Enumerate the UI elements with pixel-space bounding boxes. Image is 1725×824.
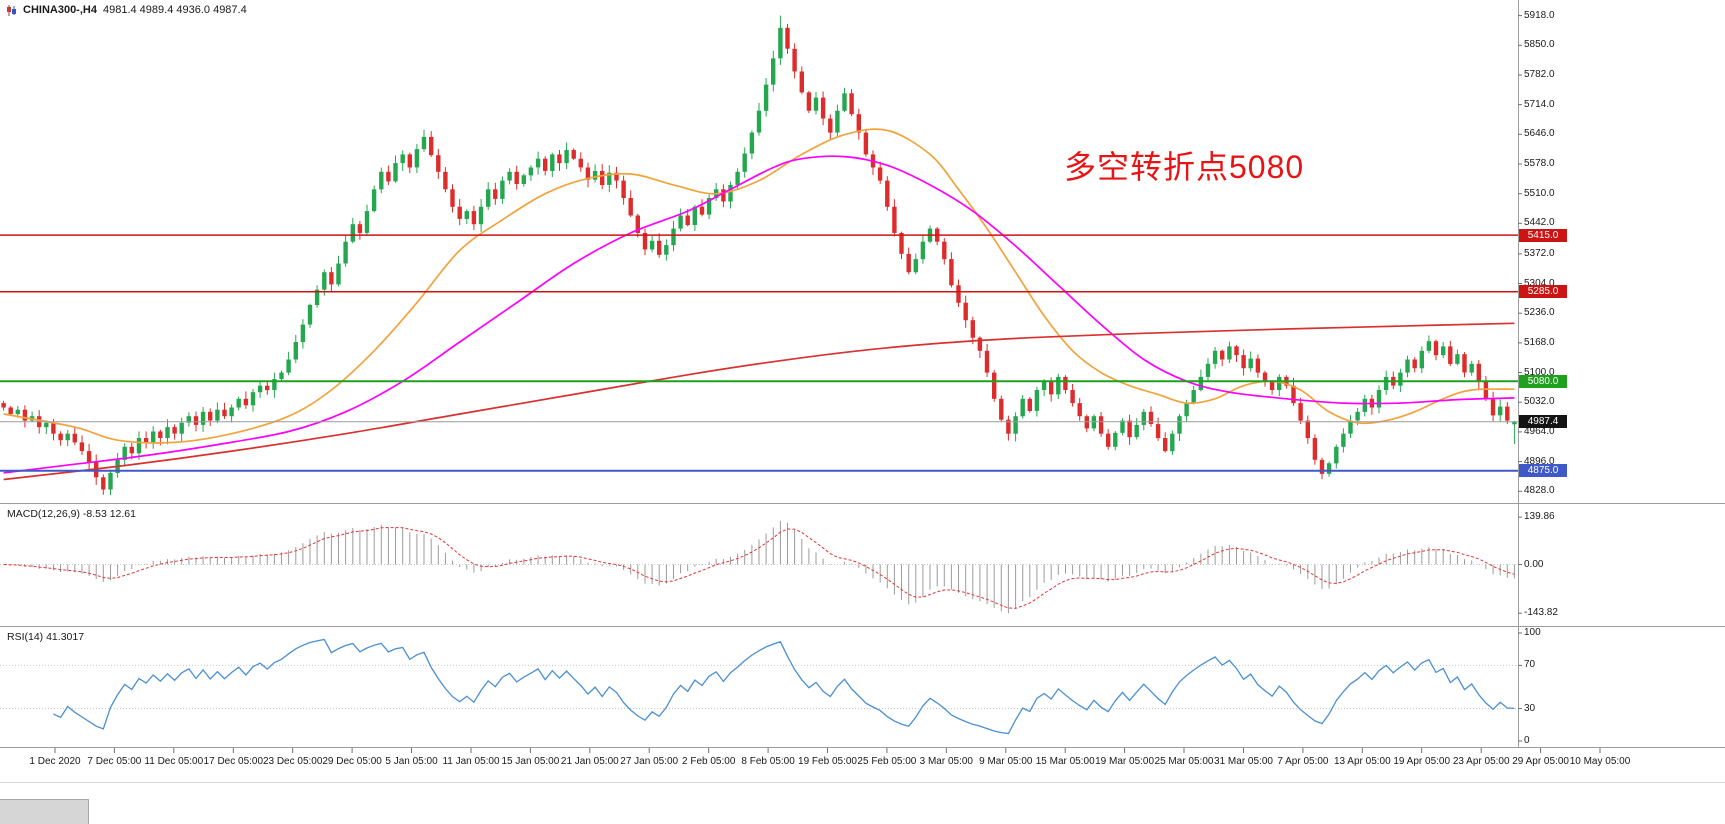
ma-mid-line bbox=[3, 155, 1515, 474]
candlestick-series bbox=[1, 15, 1517, 496]
annotation-text[interactable]: 多空转折点5080 bbox=[1064, 149, 1305, 185]
chart-header: CHINA300-,H4 4981.4 4989.4 4936.0 4987.4 bbox=[6, 4, 247, 16]
rsi-indicator-label: RSI(14) 41.3017 bbox=[7, 631, 85, 643]
corner-panel bbox=[0, 799, 89, 824]
macd-indicator-label: MACD(12,26,9) -8.53 12.61 bbox=[7, 508, 136, 520]
ma-slow-line bbox=[3, 322, 1515, 481]
chart-icon bbox=[6, 4, 17, 16]
rsi-line bbox=[53, 638, 1515, 735]
macd-histogram bbox=[10, 520, 1515, 614]
symbol-timeframe-label: CHINA300-,H4 bbox=[23, 4, 97, 16]
ma-fast-line bbox=[3, 128, 1515, 444]
ohlc-quote-label: 4981.4 4989.4 4936.0 4987.4 bbox=[102, 4, 247, 16]
macd-signal-line bbox=[3, 527, 1515, 609]
